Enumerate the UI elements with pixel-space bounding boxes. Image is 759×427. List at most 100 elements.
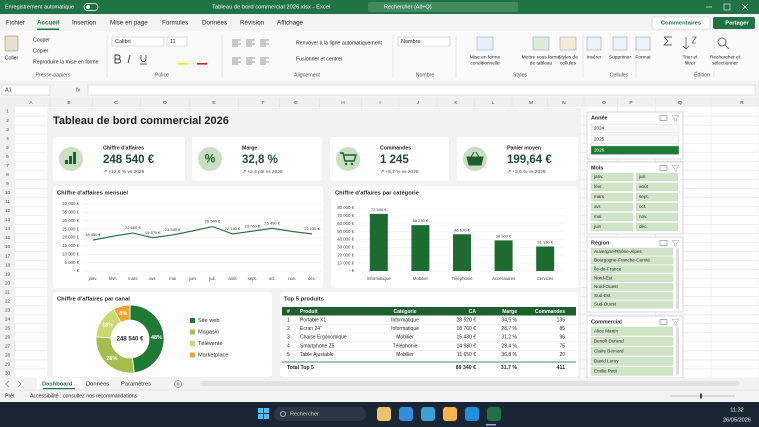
style-label[interactable]: Mettre sous forme [522,54,561,60]
multi-select-icon[interactable] [659,165,668,171]
slicer-item[interactable] [590,265,674,274]
clear-filter-icon[interactable] [671,115,680,122]
slicer-item[interactable] [590,172,634,182]
cells-icon[interactable] [612,36,628,51]
column-header[interactable]: O [602,100,606,106]
slicer-item[interactable] [590,326,674,336]
font-name-box[interactable] [111,36,165,47]
slicer-item[interactable] [635,172,679,182]
row-header[interactable]: 13 [5,217,11,222]
style-label[interactable]: Styles de [558,54,578,60]
clear-filter-icon[interactable] [671,165,680,172]
multi-select-icon[interactable] [659,319,668,325]
sort-label[interactable]: filtrer [685,60,696,66]
style-label[interactable]: conditionnelle [470,60,500,66]
row-header[interactable]: 25 [5,326,11,331]
row-header[interactable]: 19 [5,271,11,276]
style-icon[interactable] [559,36,577,51]
slicer-item[interactable] [590,134,680,144]
column-header[interactable]: K [454,100,458,106]
row-header[interactable]: 6 [6,154,9,159]
slicer-item[interactable] [590,283,674,291]
row-header[interactable]: 7 [6,163,9,168]
sort-icon[interactable] [682,36,697,50]
paste-label[interactable]: Coller [5,55,19,61]
row-header[interactable]: 3 [6,127,9,132]
row-header[interactable]: 30 [5,371,11,376]
row-header[interactable]: 27 [5,344,11,349]
row-header[interactable]: 26 [5,335,11,340]
sort-label[interactable]: Trier et [682,54,698,60]
row-header[interactable]: 12 [5,208,11,213]
sheet-nav-prev[interactable] [5,380,10,388]
ribbon-tab[interactable]: Fichier [6,20,25,27]
cells-label[interactable]: Insérer [587,54,602,60]
row-header[interactable]: 23 [5,307,11,312]
slicer-item[interactable] [635,182,679,192]
slicer-item[interactable] [635,192,679,202]
row-header[interactable]: 17 [5,253,11,258]
column-header[interactable]: A [29,100,33,106]
column-header[interactable]: G [294,100,298,106]
slicer-item[interactable] [590,212,634,222]
number-format-box[interactable] [397,36,451,47]
share-button[interactable] [713,17,755,29]
cells-label[interactable]: Supprimer [609,54,632,60]
underline-icon[interactable] [140,55,147,65]
slicer-item[interactable] [590,274,674,282]
slicer-item[interactable] [590,145,680,155]
find-label[interactable]: sélectionner [712,60,738,66]
slicer-item[interactable] [590,366,674,376]
row-header[interactable]: 1 [6,109,9,114]
ribbon-tab[interactable]: Affichage [277,20,304,27]
ribbon-tab[interactable]: Données [202,20,227,27]
slicer-item[interactable] [590,291,674,300]
find-label[interactable]: Rechercher et [710,54,741,60]
cut-label[interactable]: Couper [33,37,50,43]
taskbar-app-icon[interactable] [465,407,479,421]
cells-icon[interactable] [635,36,651,51]
slicer-item[interactable] [590,247,674,256]
multi-select-icon[interactable] [659,240,668,246]
taskbar-app-icon[interactable] [443,407,457,421]
row-header[interactable]: 20 [5,280,11,285]
copy-label[interactable]: Copier [33,48,49,54]
slicer-item[interactable] [590,192,634,202]
slicer-item[interactable] [590,346,674,356]
column-header[interactable]: H [341,100,345,106]
taskbar-app-icon[interactable] [377,407,391,421]
column-header[interactable]: N [562,100,566,106]
column-header[interactable]: L [492,100,495,106]
add-sheet-button[interactable] [174,380,182,388]
column-header[interactable]: C [114,100,118,106]
paste-icon[interactable] [4,35,19,52]
ribbon-tab[interactable]: Révision [240,20,265,27]
style-icon[interactable] [476,36,494,51]
row-header[interactable]: 2 [6,118,9,123]
slicer-item[interactable] [635,212,679,222]
row-header[interactable]: 29 [5,362,11,367]
style-icon[interactable] [532,36,550,51]
column-header[interactable]: M [529,100,533,106]
slicer-item[interactable] [590,300,674,309]
row-header[interactable]: 10 [5,190,11,195]
font-size-box[interactable] [166,36,188,47]
cells-icon[interactable] [586,36,602,51]
italic-icon[interactable] [127,54,131,64]
clear-filter-icon[interactable] [671,240,680,247]
slicer-item[interactable] [590,123,680,133]
column-header[interactable]: Q [678,100,682,106]
format-painter-label[interactable]: Reproduire la mise en forme [33,59,99,65]
taskbar-app-icon[interactable] [399,407,413,421]
ribbon-tab[interactable]: Formules [162,20,188,27]
row-header[interactable]: 5 [6,145,9,150]
accessibility-status[interactable]: Accessibilité : consultez nos recommanda… [30,393,138,399]
wrap-text-label[interactable]: Renvoyer à la ligne automatiquement [296,40,382,46]
taskbar-app-icon[interactable] [487,407,501,421]
slicer-item[interactable] [590,256,674,265]
find-icon[interactable] [717,37,727,47]
row-header[interactable]: 4 [6,136,9,141]
clear-filter-icon[interactable] [671,319,680,326]
name-box[interactable] [1,84,51,96]
row-header[interactable]: 8 [6,172,9,177]
